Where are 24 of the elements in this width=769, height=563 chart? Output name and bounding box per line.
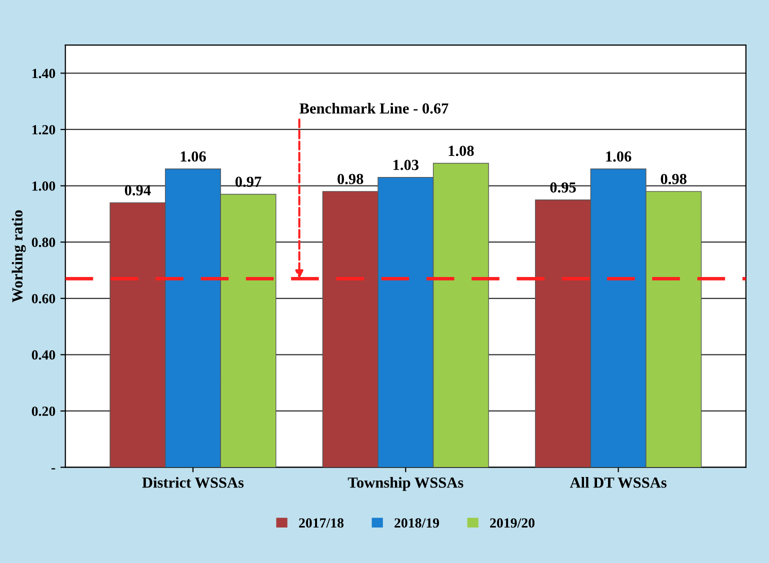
x-tick-label: Township WSSAs xyxy=(348,477,464,491)
x-tick-label: All DT WSSAs xyxy=(570,477,666,488)
data-label: 1.06 xyxy=(606,151,632,162)
ref-line-label: Benchmark Line - 0.67 xyxy=(300,102,448,114)
x-tick-label: District WSSAs xyxy=(142,477,244,488)
y-tick-label: 0.20 xyxy=(32,406,56,416)
y-tick-label: 0.60 xyxy=(32,294,56,304)
y-tick-label: - xyxy=(52,468,56,470)
y-axis-title: Working ratio xyxy=(12,210,26,302)
legend-label: 2019/20 xyxy=(490,518,535,528)
legend-label: 2018/19 xyxy=(394,518,440,528)
data-label: 1.03 xyxy=(394,160,418,170)
y-tick-label: 1.00 xyxy=(32,181,56,191)
data-label: 1.06 xyxy=(180,151,206,162)
data-label: 0.98 xyxy=(660,174,686,184)
data-label: 0.98 xyxy=(338,174,364,184)
y-tick-label: 0.40 xyxy=(32,350,56,360)
y-tick-label: 0.80 xyxy=(32,238,56,248)
data-label: 0.94 xyxy=(124,185,151,196)
data-label: 0.97 xyxy=(235,176,262,188)
y-tick-label: 1.20 xyxy=(32,125,56,135)
data-label: 1.08 xyxy=(448,146,474,156)
y-tick-label: 1.40 xyxy=(32,68,56,78)
legend-label: 2017/18 xyxy=(299,518,344,528)
